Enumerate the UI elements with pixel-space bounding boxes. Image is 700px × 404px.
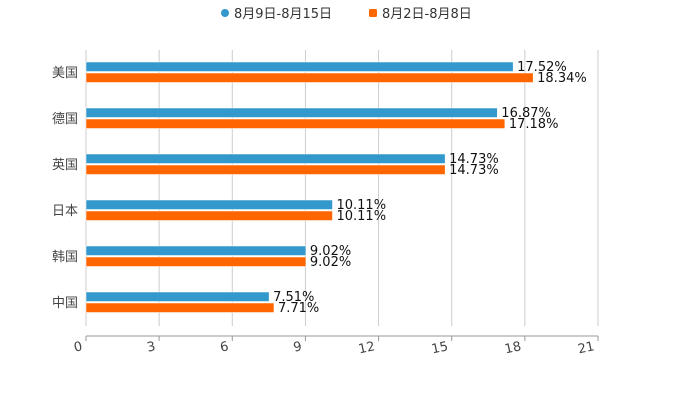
bar-aug2-8: [85, 72, 534, 83]
legend-label: 8月9日-8月15日: [234, 7, 332, 22]
bar-aug9-15: [85, 153, 446, 164]
x-tick-label: 3: [146, 339, 157, 355]
x-tick-label: 21: [577, 339, 596, 357]
bar-aug2-8: [85, 210, 333, 221]
x-tick-label: 18: [503, 339, 522, 357]
bar-aug9-15: [85, 107, 498, 118]
data-label: 9.02%: [310, 255, 351, 270]
category-label: 德国: [52, 112, 78, 127]
bar-aug2-8: [85, 164, 446, 175]
x-tick-label: 6: [219, 339, 230, 355]
data-label: 7.51%: [273, 290, 314, 305]
bar-aug9-15: [85, 199, 333, 210]
data-label: 10.11%: [336, 209, 386, 224]
x-tick-label: 0: [73, 339, 84, 355]
legend: 8月9日-8月15日 8月2日-8月8日: [221, 7, 472, 22]
bar-aug9-15: [85, 61, 514, 72]
data-label: 10.11%: [336, 198, 386, 213]
data-label: 14.73%: [449, 163, 499, 178]
x-axis: 0 3 6 9 12 15 18 21: [73, 335, 599, 357]
bar-aug9-15: [85, 245, 307, 256]
data-label: 7.71%: [278, 301, 319, 316]
bars: 美国 17.52%18.34% 德国 16.87%17.18% 英国 14.73%14.7…: [52, 60, 587, 316]
data-label: 16.87%: [501, 106, 551, 121]
category-label: 韩国: [52, 250, 78, 265]
category-label: 中国: [52, 296, 78, 311]
category-label: 英国: [52, 158, 78, 173]
legend-marker-square-icon: [369, 9, 377, 17]
category-label: 日本: [52, 204, 78, 219]
data-label: 17.18%: [509, 117, 559, 132]
x-tick-label: 12: [357, 339, 376, 357]
category-label: 美国: [52, 66, 78, 81]
bar-aug2-8: [85, 118, 506, 129]
bar-aug2-8: [85, 256, 307, 267]
x-tick-label: 15: [430, 339, 449, 357]
data-label: 17.52%: [517, 60, 567, 75]
data-label: 14.73%: [449, 152, 499, 167]
bar-aug2-8: [85, 302, 275, 313]
grid: [85, 50, 599, 326]
x-tick-label: 9: [292, 339, 303, 355]
bar-aug9-15: [85, 291, 270, 302]
legend-label: 8月2日-8月8日: [382, 7, 472, 22]
legend-marker-circle-icon: [221, 9, 229, 17]
data-label: 9.02%: [310, 244, 351, 259]
data-label: 18.34%: [537, 71, 587, 86]
